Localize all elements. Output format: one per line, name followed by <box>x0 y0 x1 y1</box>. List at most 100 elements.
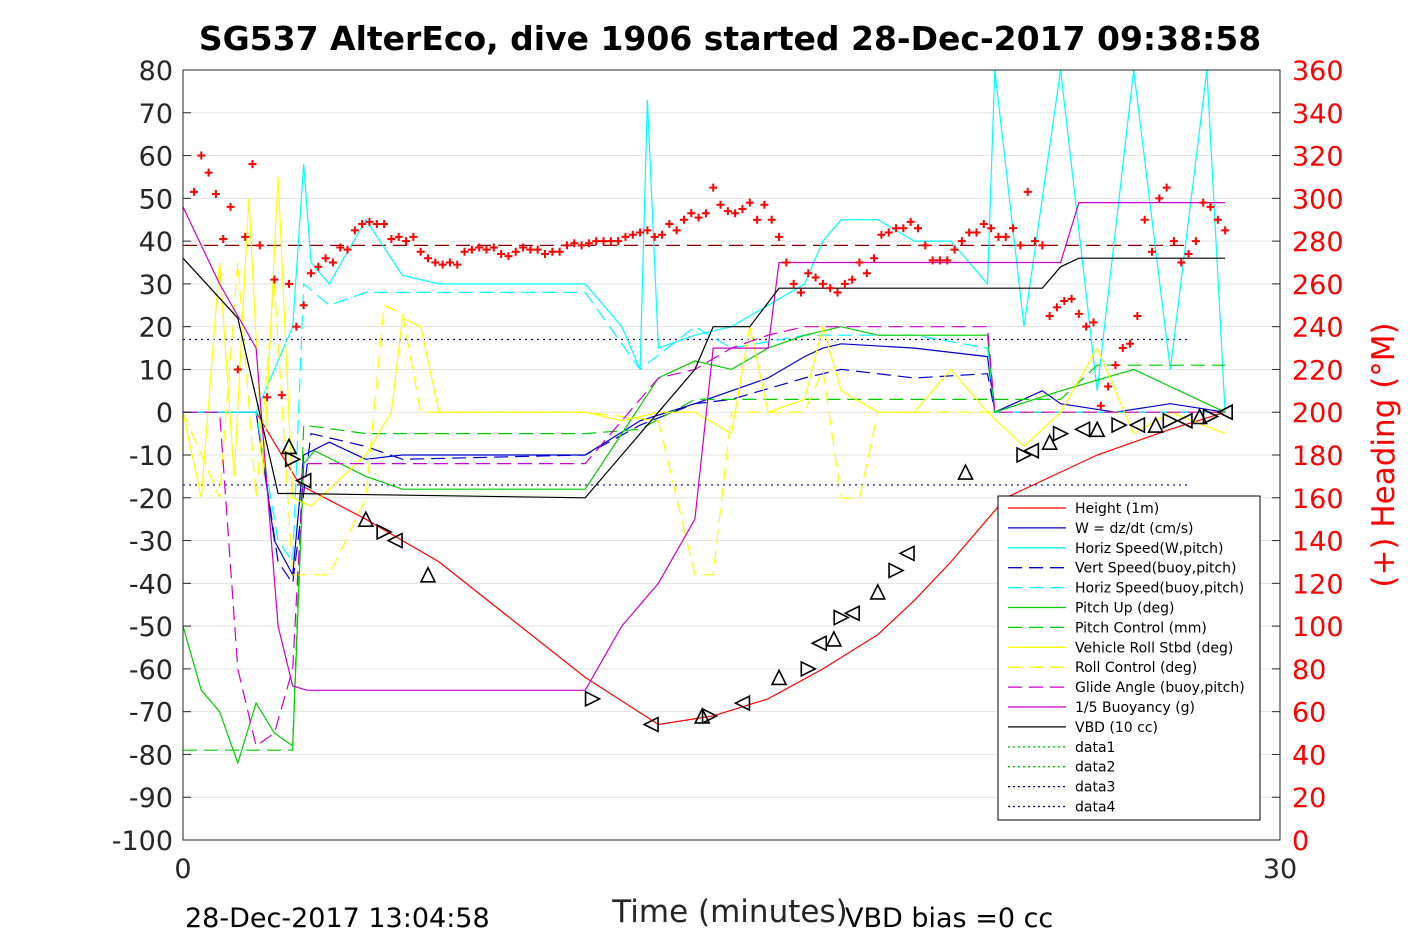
dive-marker <box>825 630 843 647</box>
heading-point <box>775 232 784 241</box>
heading-point <box>482 245 491 254</box>
heading-point <box>892 224 901 233</box>
dive-marker <box>376 523 393 541</box>
series-line <box>182 262 1226 576</box>
series-line <box>183 368 1226 585</box>
heading-point <box>233 365 242 374</box>
heading-point <box>1213 215 1222 224</box>
heading-point <box>416 247 425 256</box>
heading-point <box>204 168 213 177</box>
series-line <box>182 257 1226 499</box>
heading-point <box>731 209 740 218</box>
heading-point <box>1074 309 1083 318</box>
legend-label: 1/5 Buoyancy (g) <box>1075 700 1195 716</box>
y-right-tick-label: 20 <box>1292 783 1326 814</box>
y-tick-label: -60 <box>129 655 173 686</box>
legend-label: Roll Control (deg) <box>1075 660 1197 676</box>
heading-point <box>599 237 608 246</box>
heading-point <box>248 160 257 169</box>
heading-point <box>263 393 272 402</box>
x-tick-label: 30 <box>1263 854 1297 885</box>
heading-point <box>1023 187 1032 196</box>
legend-label: data3 <box>1075 780 1115 796</box>
heading-point <box>504 252 513 261</box>
heading-point <box>1089 318 1098 327</box>
legend-label: Glide Angle (buoy,pitch) <box>1075 680 1245 696</box>
heading-point <box>672 226 681 235</box>
heading-point <box>1067 294 1076 303</box>
heading-point <box>643 226 652 235</box>
heading-point <box>913 224 922 233</box>
right-axis-ticks: 0 20 40 60 80 100 120 140 160 180 200 220 240 260 280 3… <box>1272 56 1344 857</box>
heading-point <box>285 279 294 288</box>
dive-marker <box>1128 416 1146 434</box>
heading-point <box>928 256 937 265</box>
series-line <box>183 282 1226 564</box>
legend-box <box>997 495 1261 821</box>
y-right-tick-label: 200 <box>1292 398 1344 429</box>
heading-point <box>541 249 550 258</box>
heading-point <box>431 258 440 267</box>
heading-point <box>402 237 411 246</box>
y-tick-label: 10 <box>139 355 173 386</box>
heading-point <box>1199 198 1208 207</box>
heading-point <box>350 226 359 235</box>
y-tick-label: -70 <box>129 698 173 729</box>
heading-point <box>679 215 688 224</box>
heading-point <box>562 241 571 250</box>
heading-point <box>438 260 447 269</box>
heading-point <box>489 243 498 252</box>
heading-point <box>467 245 476 254</box>
heading-point <box>723 207 732 216</box>
heading-point <box>453 260 462 269</box>
dive-marker <box>770 668 788 686</box>
heading-point <box>943 256 952 265</box>
legend-label: Pitch Control (mm) <box>1075 620 1207 636</box>
legend-label: Pitch Up (deg) <box>1075 601 1174 617</box>
heading-point <box>306 269 315 278</box>
heading-point <box>1177 258 1186 267</box>
heading-point <box>694 213 703 222</box>
y-right-tick-label: 280 <box>1292 227 1344 258</box>
heading-point <box>840 279 849 288</box>
heading-point <box>358 220 367 228</box>
heading-point <box>906 217 915 226</box>
heading-point <box>241 232 250 241</box>
heading-point <box>526 245 535 254</box>
y-tick-label: -30 <box>129 527 173 558</box>
dive-marker <box>284 450 302 468</box>
series-line <box>182 202 1226 691</box>
heading-point <box>226 202 235 211</box>
y-tick-label: 60 <box>139 142 173 173</box>
heading-point <box>935 256 944 265</box>
heading-point <box>511 247 520 256</box>
dive-marker <box>294 472 312 489</box>
heading-point <box>965 228 974 237</box>
y-right-tick-label: 160 <box>1292 484 1344 515</box>
heading-point <box>475 243 484 252</box>
right-axis-label: (+) Heading (°M) <box>1366 322 1402 587</box>
heading-point <box>994 232 1003 241</box>
heading-point <box>533 245 542 254</box>
heading-point <box>460 247 469 256</box>
heading-point <box>1096 401 1105 410</box>
y-right-tick-label: 120 <box>1292 569 1344 600</box>
legend-label: Vehicle Roll Stbd (deg) <box>1075 640 1233 656</box>
heading-point <box>445 258 454 267</box>
legend-label: W = dz/dt (cm/s) <box>1075 521 1194 537</box>
dive-marker <box>1216 403 1233 421</box>
dive-marker <box>1022 442 1040 460</box>
heading-point <box>219 234 228 243</box>
dive-marker <box>386 532 403 549</box>
dive-marker <box>957 463 974 480</box>
heading-point <box>299 301 308 310</box>
dive-marker <box>833 609 850 626</box>
heading-point <box>767 215 776 224</box>
dive-marker <box>357 510 375 527</box>
heading-point <box>855 258 864 267</box>
heading-point <box>555 247 564 256</box>
heading-point <box>782 258 791 267</box>
dive-marker <box>1016 446 1033 464</box>
y-tick-label: -80 <box>129 740 173 771</box>
